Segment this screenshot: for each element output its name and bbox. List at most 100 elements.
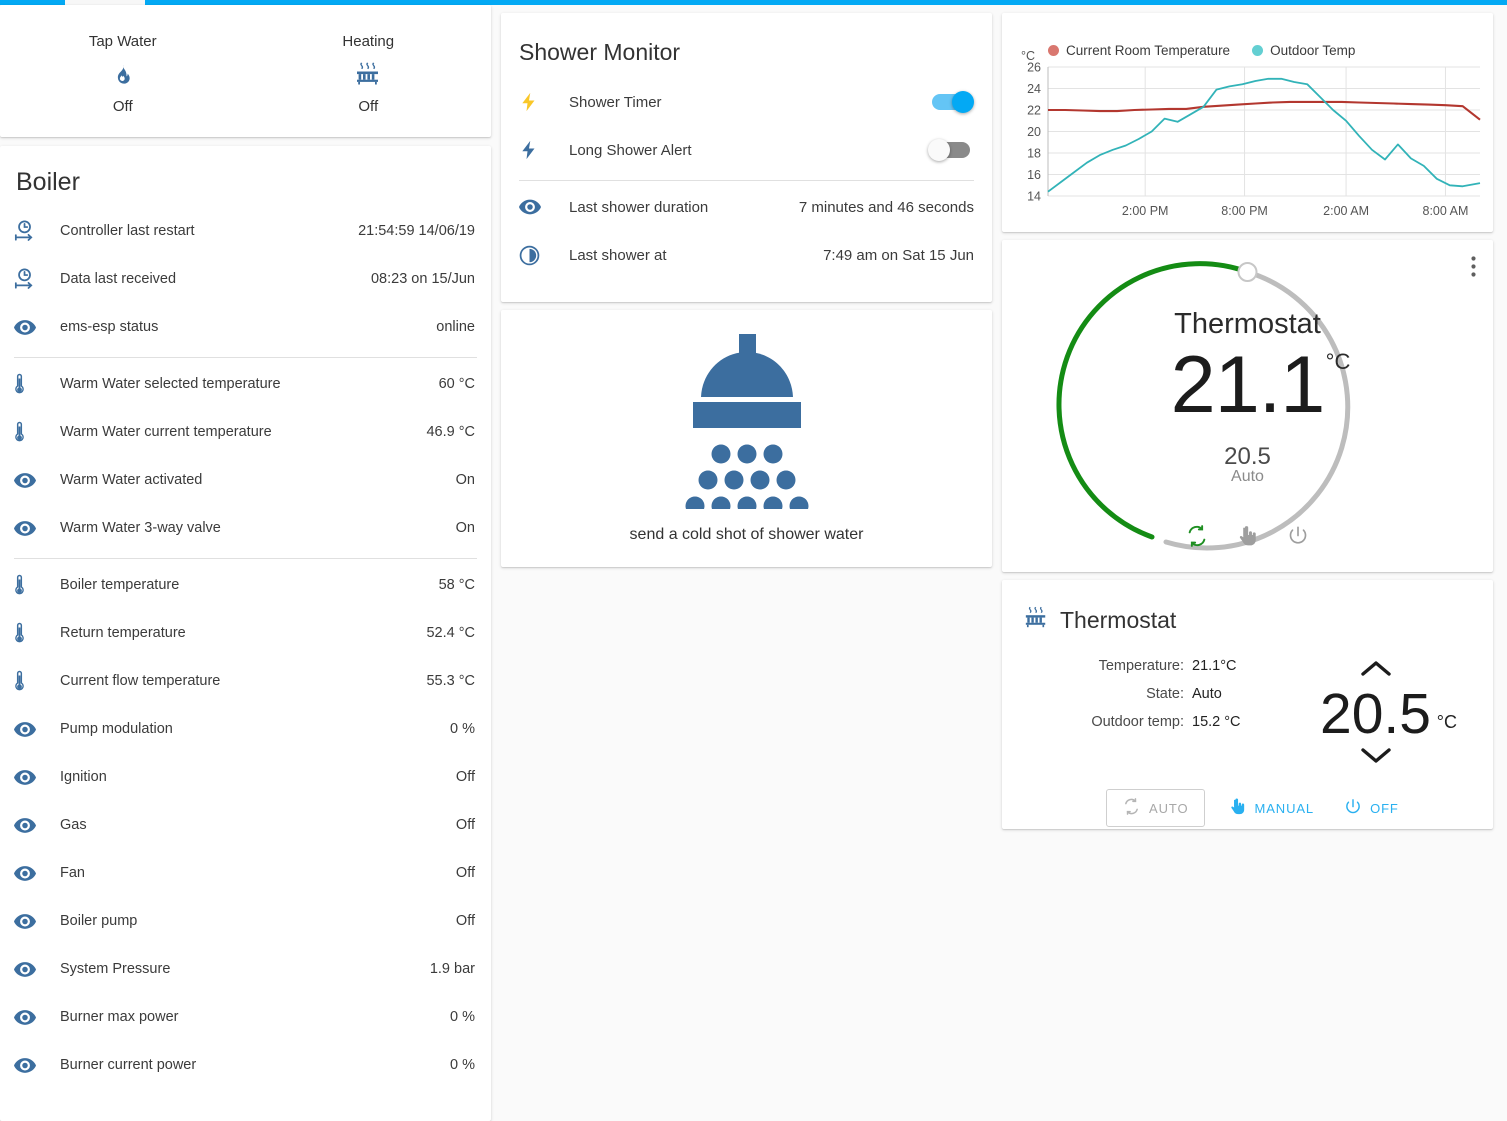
eye-icon <box>14 961 60 977</box>
heating-value: Off <box>358 98 379 115</box>
power-icon <box>1344 798 1362 819</box>
active-tab-indicator[interactable] <box>65 0 145 5</box>
eye-icon <box>519 199 569 215</box>
clock-restart-icon <box>14 219 60 243</box>
manual-mode-label: MANUAL <box>1254 800 1315 816</box>
eye-icon <box>14 721 60 737</box>
chart-y-tick: 20 <box>1027 125 1041 139</box>
boiler-row-label: Gas <box>60 817 87 833</box>
boiler-row: Fan Off <box>14 849 477 897</box>
eye-icon <box>14 769 60 785</box>
dial-arc[interactable] <box>1002 240 1493 572</box>
hand-pointer-icon[interactable] <box>1237 525 1258 552</box>
boiler-row-value: On <box>455 520 475 536</box>
boiler-row-value: 0 % <box>450 1009 475 1025</box>
legend-label-outdoor-temp: Outdoor Temp <box>1270 43 1356 58</box>
lightning-blue-icon <box>519 138 569 162</box>
cold-shot-card[interactable]: send a cold shot of shower water <box>501 310 992 567</box>
chevron-up-icon[interactable] <box>1359 658 1393 684</box>
more-vert-icon[interactable] <box>1471 256 1476 282</box>
boiler-row-list: Controller last restart 21:54:59 14/06/19… <box>14 207 477 1089</box>
fact-outdoor-temp: Outdoor temp: 15.2 °C <box>1020 714 1270 730</box>
boiler-row-label: Return temperature <box>60 625 186 641</box>
boiler-row: Gas Off <box>14 801 477 849</box>
legend-item-outdoor-temp: Outdoor Temp <box>1252 43 1355 58</box>
shower-monitor-title: Shower Monitor <box>519 39 681 65</box>
shower-head-icon[interactable] <box>661 333 833 515</box>
boiler-row: ems-esp status online <box>14 303 477 351</box>
boiler-row: Boiler pump Off <box>14 897 477 945</box>
shower-timer-row: Shower Timer <box>519 78 974 126</box>
off-mode-button[interactable]: OFF <box>1338 790 1405 827</box>
thermostat-mode-buttons: AUTO MANUAL OFF <box>1020 771 1475 827</box>
setpoint-stepper: 20.5 °C <box>1276 658 1475 771</box>
last-shower-duration-value: 7 minutes and 46 seconds <box>798 198 974 216</box>
boiler-row-label: Current flow temperature <box>60 673 221 689</box>
chart-y-tick: 24 <box>1027 82 1041 96</box>
status-column-tap-water: Tap Water Off <box>0 5 246 137</box>
boiler-row-value: 55.3 °C <box>426 673 475 689</box>
setpoint-unit: °C <box>1436 712 1457 732</box>
boiler-row: Burner current power 0 % <box>14 1041 477 1089</box>
boiler-row-value: 08:23 on 15/Jun <box>370 271 475 287</box>
boiler-row-value: online <box>436 319 475 335</box>
eye-icon <box>14 817 60 833</box>
off-mode-label: OFF <box>1370 800 1399 816</box>
eye-icon <box>14 1057 60 1073</box>
last-shower-at-row: Last shower at 7:49 am on Sat 15 Jun <box>519 231 974 279</box>
fact-state-key: State: <box>1146 686 1184 702</box>
boiler-row: Warm Water selected temperature 60 °C <box>14 360 477 408</box>
half-moon-icon <box>519 245 569 266</box>
dial-readout: Thermostat 21.1 °C 20.5 Auto <box>1002 308 1493 486</box>
fact-outdoor-temp-value: 15.2 °C <box>1192 714 1241 730</box>
chart-series-line <box>1047 77 1481 193</box>
thermometer-icon <box>14 669 60 693</box>
eye-icon <box>14 520 60 536</box>
thermostat-card-header: Thermostat <box>1020 580 1475 634</box>
eye-icon <box>14 913 60 929</box>
chart-legend: Current Room Temperature Outdoor Temp <box>1048 43 1355 58</box>
chart-series-line <box>1048 100 1481 121</box>
boiler-row-value: Off <box>455 817 475 833</box>
boiler-row-value: 58 °C <box>438 577 475 593</box>
boiler-row-label: Warm Water current temperature <box>60 424 272 440</box>
boiler-row: Warm Water current temperature 46.9 °C <box>14 408 477 456</box>
thermostat-card-title: Thermostat <box>1060 606 1177 633</box>
chart-y-tick: 26 <box>1027 61 1041 75</box>
chart-y-tick: 22 <box>1027 104 1041 118</box>
long-shower-alert-toggle[interactable] <box>928 139 974 161</box>
boiler-row-value: 0 % <box>450 721 475 737</box>
boiler-row-label: Warm Water 3-way valve <box>60 520 221 536</box>
shower-timer-toggle[interactable] <box>928 91 974 113</box>
cold-shot-caption: send a cold shot of shower water <box>629 525 864 543</box>
boiler-row-label: ems-esp status <box>60 319 159 335</box>
chart-y-unit-label: °C <box>1021 49 1036 63</box>
boiler-row-value: Off <box>455 865 475 881</box>
boiler-row-label: Burner current power <box>60 1057 197 1073</box>
legend-dot-room-temp <box>1048 45 1059 56</box>
tap-water-title: Tap Water <box>88 33 157 50</box>
eye-icon <box>14 472 60 488</box>
radiator-icon <box>355 62 381 85</box>
auto-refresh-icon[interactable] <box>1186 525 1208 552</box>
last-shower-duration-row: Last shower duration 7 minutes and 46 se… <box>519 183 974 231</box>
chart-x-tick: 2:00 PM <box>1122 204 1169 218</box>
power-icon[interactable] <box>1287 525 1309 552</box>
boiler-row-label: Pump modulation <box>60 721 173 737</box>
fact-outdoor-temp-key: Outdoor temp: <box>1091 714 1184 730</box>
dial-current-temperature: 21.1 <box>1170 340 1326 430</box>
tap-water-value: Off <box>112 98 133 115</box>
chevron-down-icon[interactable] <box>1359 745 1393 771</box>
manual-mode-button[interactable]: MANUAL <box>1223 789 1320 827</box>
boiler-title: Boiler <box>16 168 80 196</box>
auto-mode-button[interactable]: AUTO <box>1106 789 1206 827</box>
boiler-row-value: 52.4 °C <box>426 625 475 641</box>
last-shower-at-label: Last shower at <box>569 246 667 264</box>
fact-temperature-value: 21.1°C <box>1192 658 1237 674</box>
boiler-row-label: Ignition <box>60 769 107 785</box>
last-shower-at-value: 7:49 am on Sat 15 Jun <box>823 246 974 264</box>
boiler-row: Warm Water activated On <box>14 456 477 504</box>
long-shower-alert-row: Long Shower Alert <box>519 126 974 174</box>
thermostat-facts: Temperature: 21.1°C State: Auto Outdoor … <box>1020 658 1270 742</box>
thermostat-dial-card: Thermostat 21.1 °C 20.5 Auto <box>1002 240 1493 572</box>
